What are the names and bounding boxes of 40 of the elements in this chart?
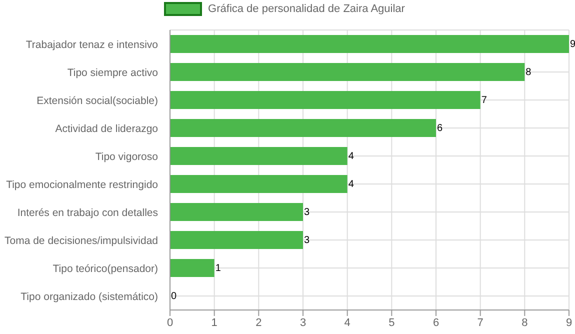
bar	[170, 175, 348, 194]
y-tick-label: Tipo teórico(pensador)	[52, 263, 158, 275]
y-tick-label: Tipo organizado (sistemático)	[20, 291, 158, 303]
legend-label: Gráfica de personalidad de Zaira Aguilar	[207, 2, 405, 16]
data-label: 3	[304, 207, 310, 218]
bar	[170, 119, 436, 138]
x-tick-label: 2	[256, 316, 262, 329]
bar	[170, 63, 525, 82]
x-tick-label: 1	[211, 316, 218, 329]
data-label: 4	[348, 179, 354, 190]
y-tick-label: Tipo vigoroso	[95, 151, 158, 163]
x-tick-label: 4	[344, 316, 350, 329]
data-label: 8	[526, 67, 532, 78]
y-tick-label: Trabajador tenaz e intensivo	[26, 39, 158, 51]
x-tick-label: 5	[388, 316, 395, 329]
bar	[170, 91, 480, 110]
data-label: 6	[437, 123, 443, 134]
y-tick-label: Extensión social(sociable)	[36, 95, 158, 107]
x-tick-label: 3	[300, 316, 306, 329]
y-tick-label: Toma de decisiones/impulsividad	[4, 235, 158, 247]
y-tick-label: Interés en trabajo con detalles	[17, 207, 158, 219]
bar	[170, 35, 569, 54]
data-label: 0	[171, 291, 177, 302]
bar	[170, 259, 214, 278]
data-label: 7	[481, 95, 488, 106]
y-tick-label: Tipo emocionalmente restringido	[6, 179, 158, 191]
data-label: 4	[348, 151, 354, 162]
x-tick-label: 0	[166, 316, 174, 329]
data-label: 1	[215, 263, 222, 274]
x-tick-label: 9	[566, 316, 572, 329]
bar	[170, 231, 303, 250]
data-label: 3	[304, 235, 310, 246]
y-tick-label: Actividad de liderazgo	[55, 123, 158, 135]
y-tick-label: Tipo siempre activo	[67, 67, 158, 79]
x-tick-label: 8	[522, 316, 528, 329]
x-tick-label: 6	[432, 316, 440, 329]
bar	[170, 203, 303, 222]
data-label: 9	[570, 39, 575, 50]
bar	[170, 147, 348, 166]
x-tick-label: 7	[477, 316, 484, 329]
